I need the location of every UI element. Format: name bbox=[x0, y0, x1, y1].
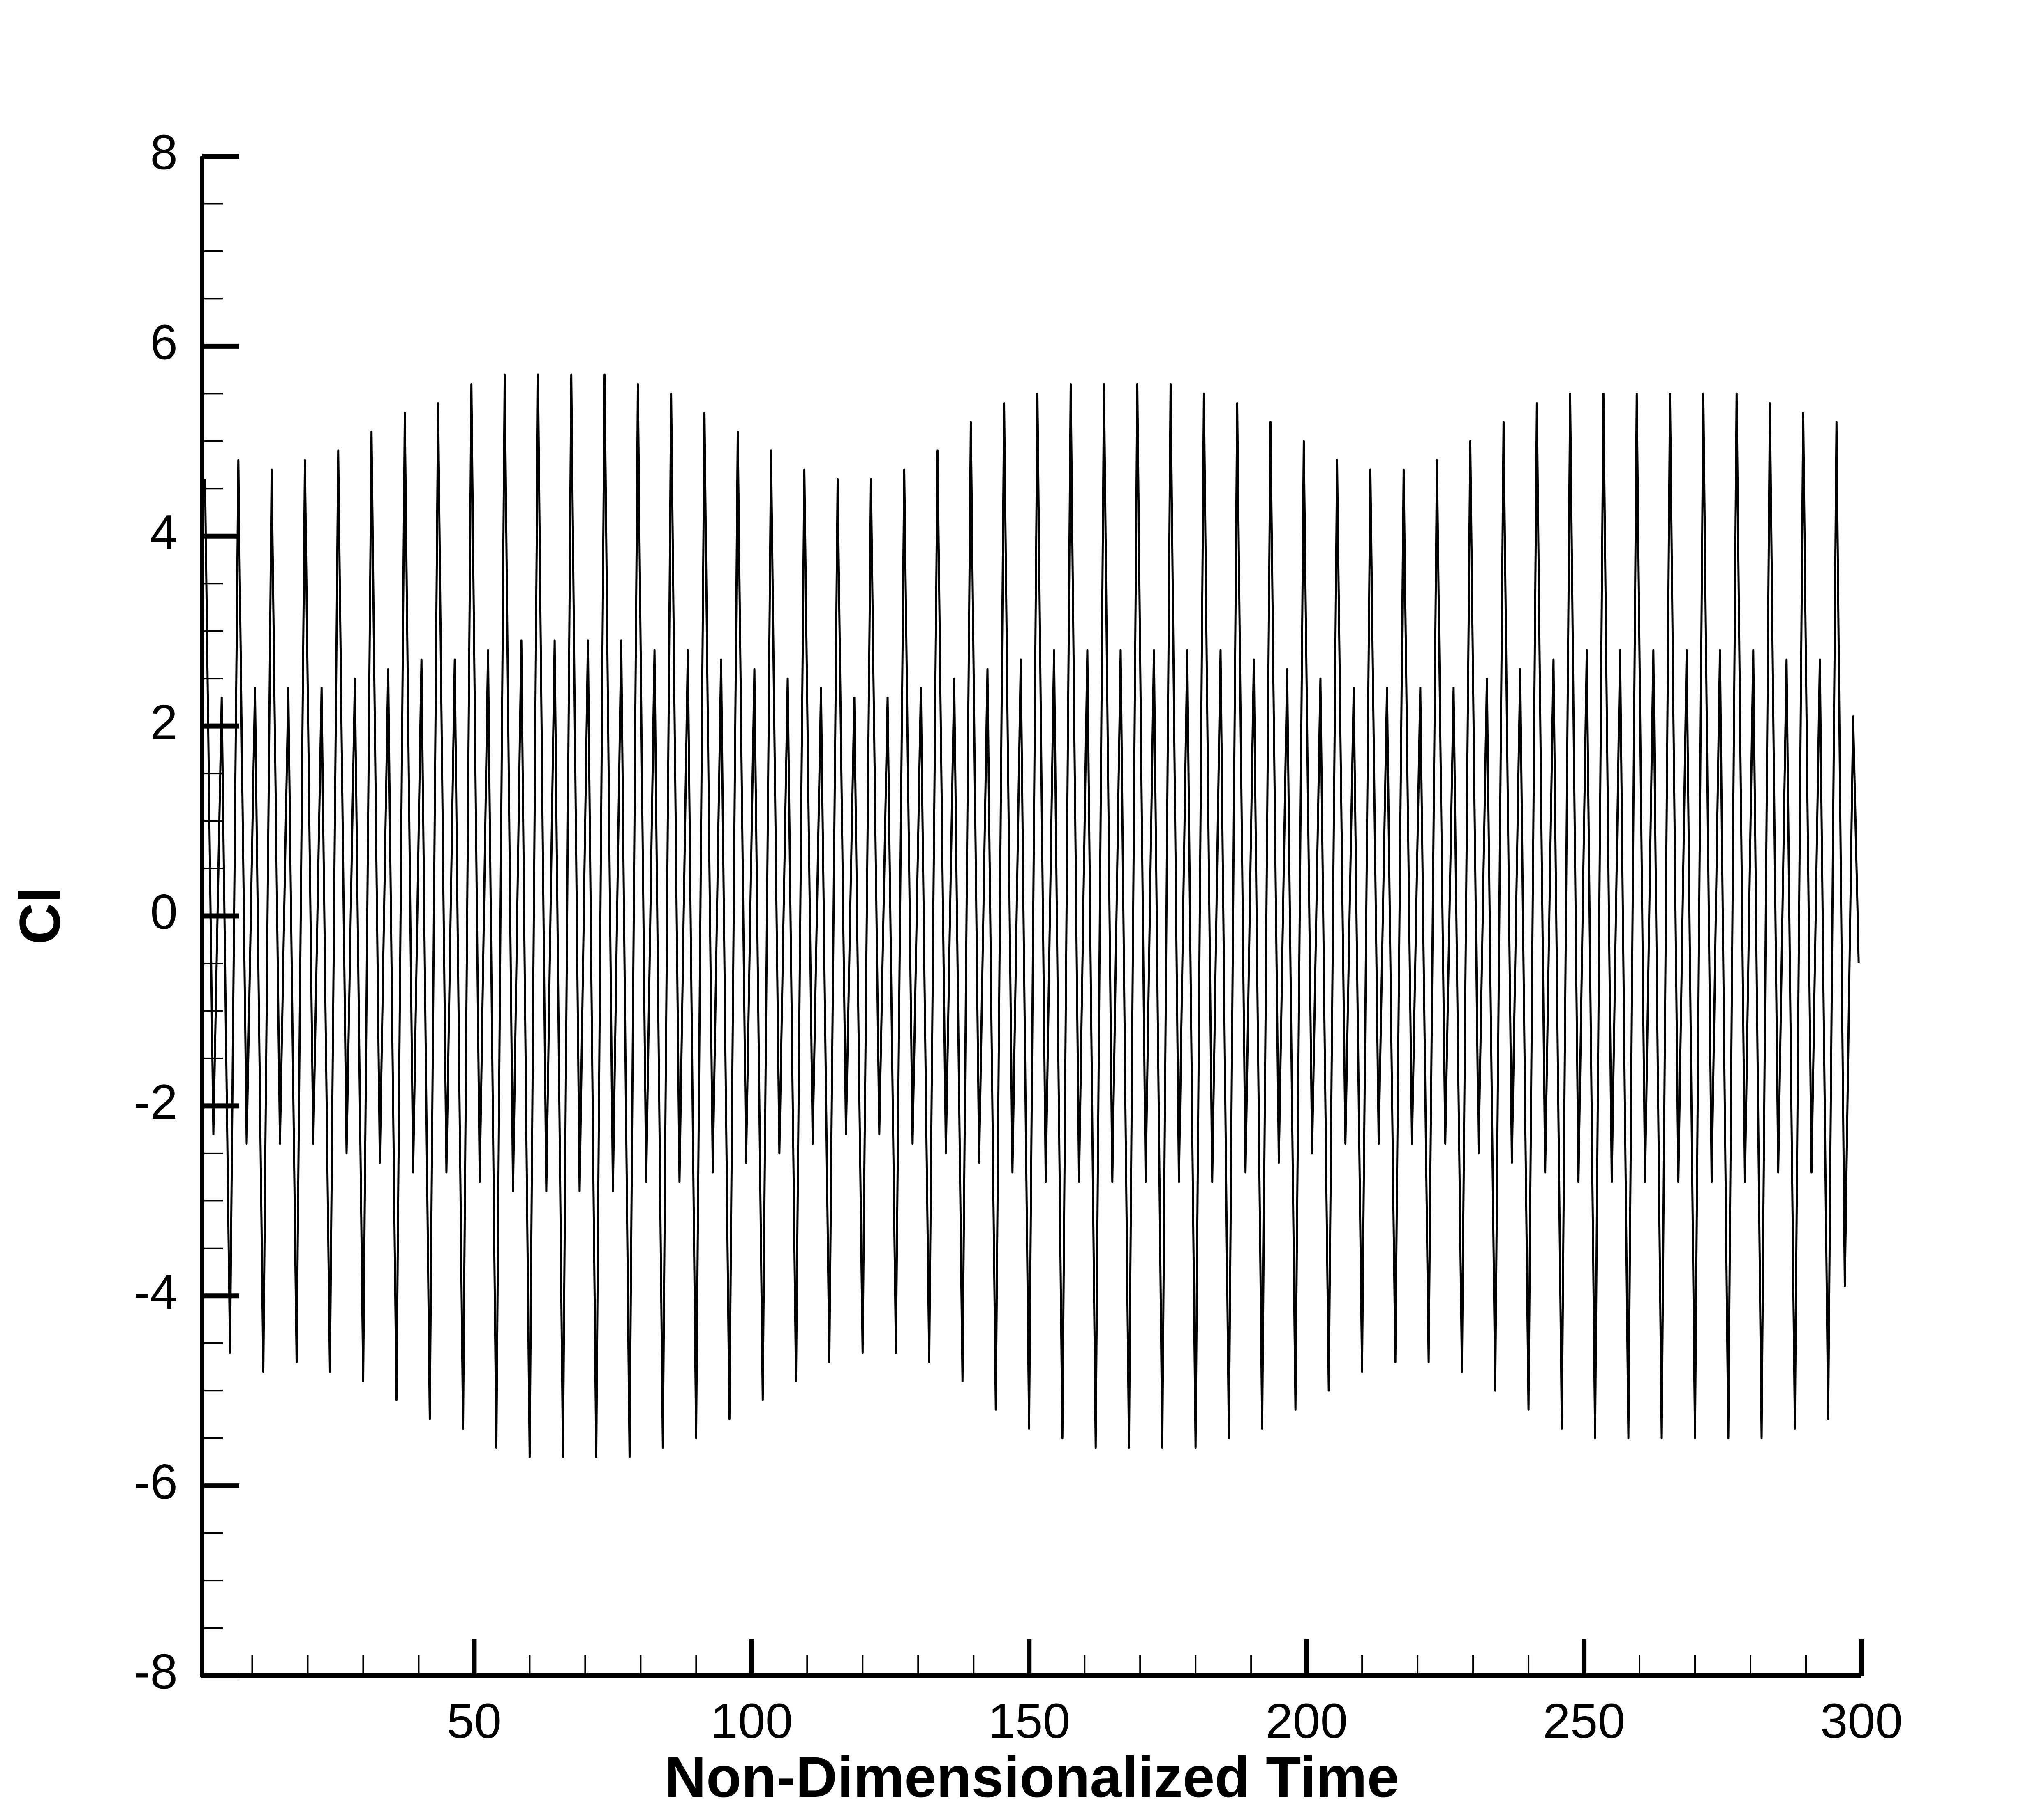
y-tick-label: -4 bbox=[134, 1264, 178, 1319]
x-tick-label: 200 bbox=[1265, 1694, 1348, 1749]
y-tick-label: 4 bbox=[150, 505, 178, 560]
x-tick-label: 250 bbox=[1543, 1694, 1625, 1749]
y-tick-label: 0 bbox=[150, 884, 178, 940]
x-tick-label: 300 bbox=[1820, 1694, 1903, 1749]
y-tick-label: -8 bbox=[134, 1644, 178, 1699]
x-tick-label: 100 bbox=[710, 1694, 793, 1749]
data-line bbox=[204, 373, 1860, 1458]
y-tick-label: 6 bbox=[150, 315, 178, 370]
y-tick-label: -2 bbox=[134, 1074, 178, 1130]
x-axis-title: Non-Dimensionalized Time bbox=[665, 1745, 1399, 1809]
y-tick-label: 2 bbox=[150, 694, 178, 750]
y-axis-title: Cl bbox=[7, 887, 72, 944]
x-tick-label: 150 bbox=[988, 1694, 1070, 1749]
x-tick-label: 50 bbox=[447, 1694, 502, 1749]
y-tick-label: -6 bbox=[134, 1454, 178, 1509]
y-tick-label: 8 bbox=[150, 125, 178, 180]
